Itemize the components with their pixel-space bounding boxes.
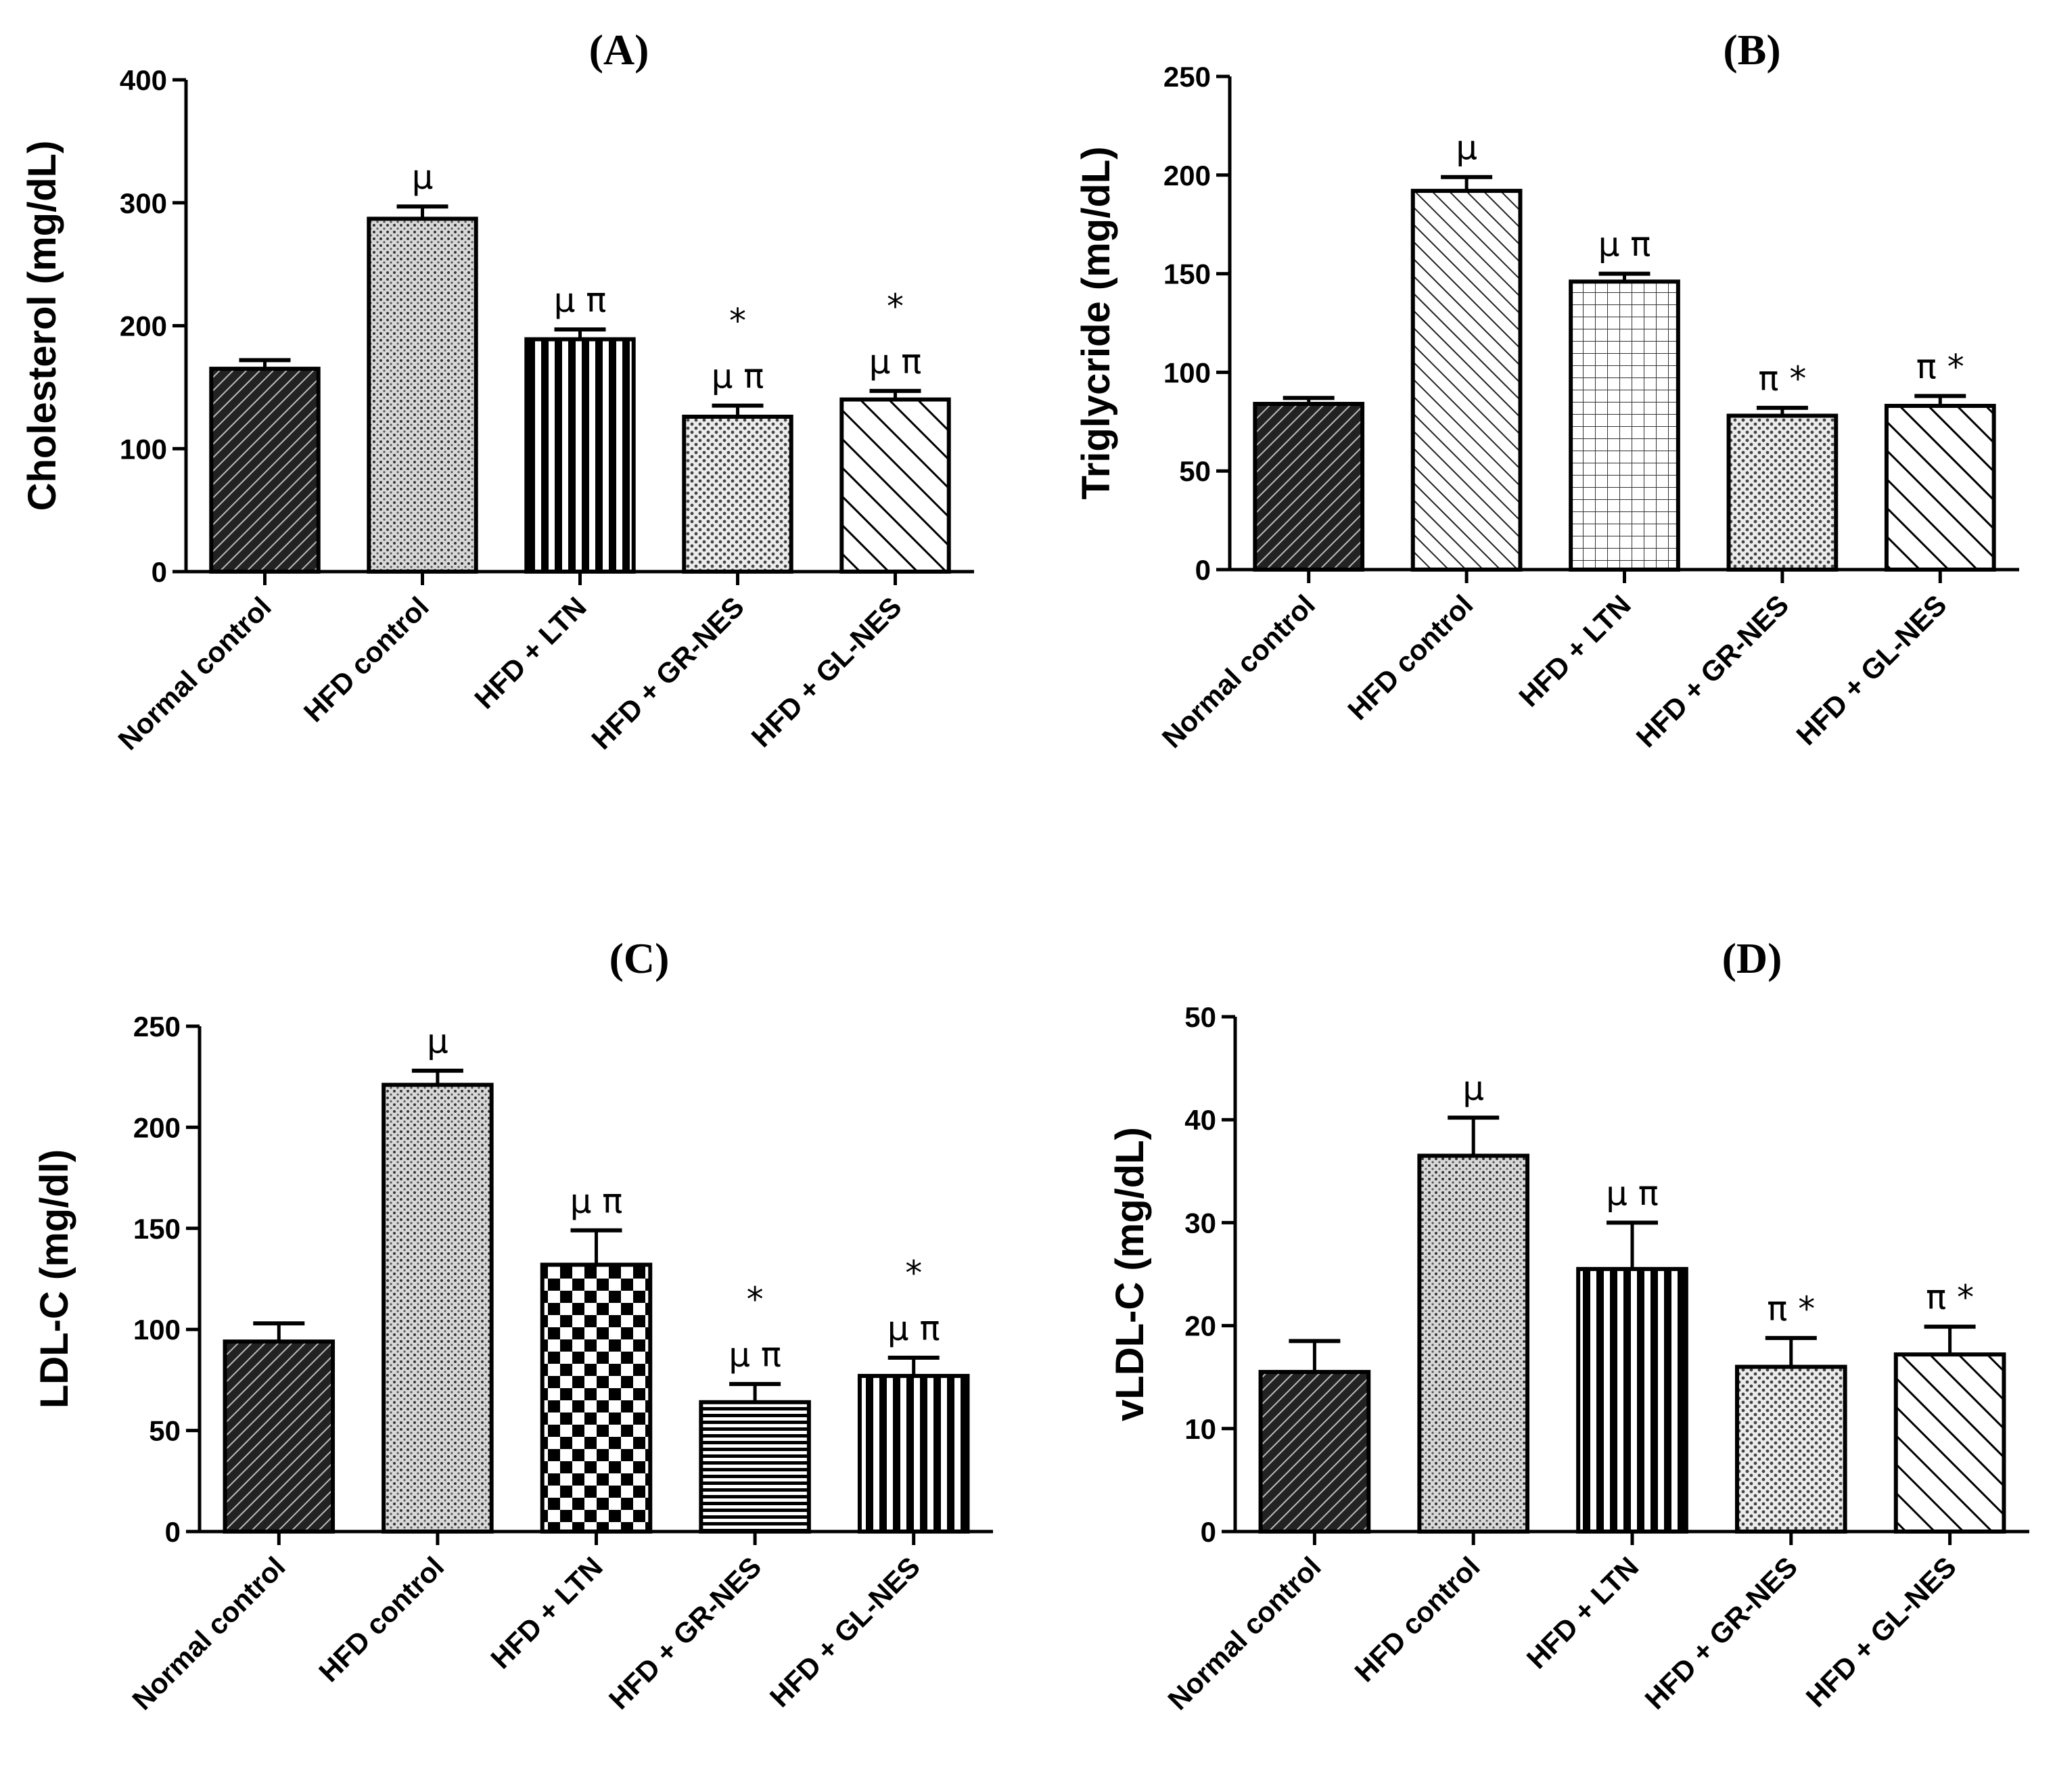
panel-title-a: (A)	[589, 26, 649, 74]
y-tick-label: 30	[1184, 1207, 1216, 1239]
x-tick-label: HFD + GL-NES	[764, 1550, 926, 1713]
bar-a-4	[682, 414, 793, 574]
y-tick-label: 100	[120, 433, 167, 465]
significance-label: π *	[1758, 359, 1806, 398]
bar-d-1	[1258, 1370, 1371, 1534]
x-tick-label: Normal control	[126, 1550, 291, 1716]
bar-d-2	[1417, 1153, 1530, 1534]
bar-b-4	[1726, 413, 1839, 572]
y-tick-label: 10	[1184, 1413, 1216, 1445]
x-tick-label: Normal control	[1156, 589, 1321, 754]
y-axis-label-b: Triglycride (mg/dL)	[1074, 146, 1118, 499]
bar-b-2	[1410, 189, 1523, 572]
bar-d-5	[1893, 1352, 2006, 1534]
y-tick-label: 100	[1163, 357, 1211, 388]
bar-d-4	[1734, 1364, 1847, 1534]
significance-label: μ π	[1606, 1174, 1659, 1213]
significance-label: *	[747, 1280, 764, 1319]
panel-title-c: (C)	[609, 934, 670, 982]
bar-c-3	[540, 1262, 653, 1534]
y-tick-label: 400	[120, 64, 167, 96]
y-tick-label: 250	[133, 1011, 181, 1042]
chart-panel-b: (B) Triglycride (mg/dL) 0 50 100 150 200 250 Nor…	[1074, 26, 2019, 754]
bar-a-2	[367, 216, 478, 574]
x-tick-label: HFD + GL-NES	[1790, 589, 1952, 751]
significance-label: *	[729, 302, 746, 341]
panel-title-d: (D)	[1722, 934, 1782, 982]
x-tick-label: HFD control	[1348, 1550, 1485, 1688]
chart-panel-a: (A) Cholesterol (mg/dL) 0 100 200 300 400 Norma…	[20, 26, 974, 756]
bar-a-5	[839, 397, 951, 574]
y-tick-label: 200	[120, 311, 167, 342]
y-tick-label: 20	[1184, 1310, 1216, 1342]
x-tick-label: Normal control	[1161, 1550, 1326, 1716]
x-tick-label: HFD + GL-NES	[745, 591, 908, 753]
significance-label: π *	[1916, 347, 1964, 386]
significance-label: μ π	[554, 281, 607, 320]
significance-label: μ π	[729, 1335, 781, 1375]
bar-a-1	[209, 367, 321, 574]
y-tick-label: 150	[1163, 258, 1211, 290]
significance-label: μ π	[570, 1182, 623, 1221]
bar-c-2	[382, 1082, 494, 1534]
significance-label: μ	[1462, 1069, 1484, 1108]
significance-label: *	[887, 287, 904, 326]
y-tick-label: 0	[165, 1516, 181, 1548]
y-tick-label: 100	[133, 1314, 181, 1346]
bar-b-1	[1253, 402, 1365, 572]
significance-label: μ	[427, 1022, 448, 1061]
x-tick-label: HFD control	[298, 591, 435, 728]
y-tick-label: 300	[120, 187, 167, 219]
significance-label: π *	[1926, 1278, 1974, 1317]
y-tick-label: 200	[133, 1111, 181, 1143]
significance-label: π *	[1767, 1289, 1815, 1329]
bar-d-3	[1576, 1266, 1688, 1534]
y-tick-label: 200	[1163, 160, 1211, 191]
x-tick-label: HFD + GR-NES	[603, 1550, 768, 1716]
bar-b-5	[1884, 403, 1996, 572]
panel-title-b: (B)	[1723, 26, 1780, 74]
chart-panel-d: (D) vLDL-C (mg/dL) 0 10 20 30 40 50 Normal contr…	[1108, 934, 2029, 1716]
y-tick-label: 0	[1195, 554, 1211, 586]
y-tick-label: 0	[1201, 1516, 1216, 1548]
significance-label: μ π	[712, 357, 764, 396]
x-tick-label: HFD + GR-NES	[1639, 1550, 1804, 1716]
x-tick-label: HFD + GL-NES	[1800, 1550, 1962, 1713]
y-tick-label: 0	[152, 556, 167, 588]
x-tick-label: HFD + LTN	[468, 591, 593, 715]
bar-c-4	[699, 1400, 811, 1534]
y-tick-label: 50	[1184, 1001, 1216, 1033]
bar-c-5	[857, 1373, 970, 1534]
y-tick-label: 150	[133, 1213, 181, 1245]
x-tick-label: HFD + LTN	[1513, 589, 1637, 713]
significance-label: μ	[412, 158, 434, 197]
y-axis-label-d: vLDL-C (mg/dL)	[1108, 1127, 1152, 1421]
x-tick-label: HFD + LTN	[484, 1550, 609, 1675]
bar-b-3	[1569, 279, 1680, 572]
y-tick-label: 40	[1184, 1104, 1216, 1136]
significance-label: μ	[1456, 129, 1477, 168]
x-tick-label: HFD + LTN	[1521, 1550, 1645, 1675]
bar-a-3	[524, 337, 636, 574]
x-tick-label: HFD control	[1341, 589, 1479, 726]
x-tick-label: HFD + GR-NES	[1630, 589, 1795, 754]
y-axis-label-a: Cholesterol (mg/dL)	[20, 141, 64, 511]
chart-panel-c: (C) LDL-C (mg/dl) 0 50 100 150 200 250 Normal co…	[32, 934, 993, 1716]
significance-label: μ π	[1598, 225, 1651, 265]
x-tick-label: HFD + GR-NES	[585, 591, 750, 756]
y-axis-label-c: LDL-C (mg/dl)	[32, 1149, 76, 1408]
significance-label: μ π	[869, 342, 922, 382]
x-tick-label: Normal control	[112, 591, 277, 756]
bar-c-1	[223, 1339, 336, 1534]
y-tick-label: 50	[1179, 455, 1211, 487]
y-tick-label: 250	[1163, 61, 1211, 93]
significance-label: *	[905, 1254, 922, 1293]
y-tick-label: 50	[149, 1415, 181, 1447]
x-tick-label: HFD control	[313, 1550, 450, 1688]
significance-label: μ π	[887, 1309, 940, 1348]
